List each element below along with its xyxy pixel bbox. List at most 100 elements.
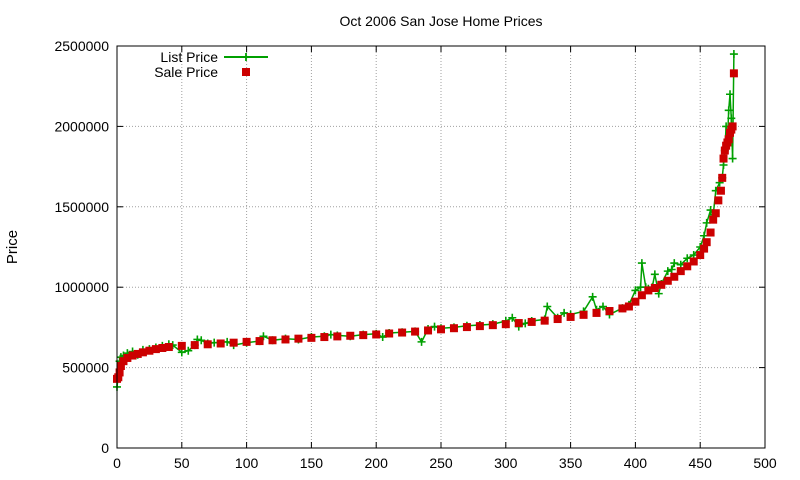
list-price-point bbox=[724, 106, 733, 115]
sale-price-point bbox=[724, 135, 733, 144]
sale-price-point bbox=[488, 321, 497, 330]
sale-price-point bbox=[116, 361, 125, 370]
sale-price-point bbox=[164, 343, 173, 352]
sale-price-point bbox=[424, 326, 433, 335]
y-tick-label: 500000 bbox=[62, 360, 109, 376]
list-price-point bbox=[508, 313, 517, 322]
sale-price-point bbox=[501, 320, 510, 329]
sale-price-point bbox=[398, 328, 407, 337]
sale-price-point bbox=[670, 272, 679, 281]
sale-price-point bbox=[706, 228, 715, 237]
sale-price-point bbox=[133, 349, 142, 358]
axis-ticks: 0 50 100 150 200 250 300 350 400 450 500 0 500000 100… bbox=[54, 38, 776, 471]
sale-price-point bbox=[720, 146, 729, 155]
list-price-point bbox=[650, 270, 659, 279]
sale-price-point bbox=[123, 353, 132, 362]
sale-price-point bbox=[346, 331, 355, 340]
list-price-line bbox=[116, 53, 735, 387]
list-price-point bbox=[637, 259, 646, 268]
sale-price-point bbox=[229, 338, 238, 347]
x-tick-label: 0 bbox=[113, 455, 121, 471]
sale-price-point bbox=[553, 315, 562, 324]
sale-price-point bbox=[592, 308, 601, 317]
sale-price-point bbox=[683, 262, 692, 271]
sale-price-point bbox=[115, 368, 124, 377]
list-price-point bbox=[726, 90, 735, 99]
list-price-point bbox=[727, 114, 736, 123]
sale-price-point bbox=[138, 348, 147, 357]
x-tick-label: 450 bbox=[689, 455, 713, 471]
sale-price-point bbox=[462, 323, 471, 332]
list-price-point bbox=[670, 259, 679, 268]
plot-frame bbox=[116, 45, 766, 449]
sale-price-point bbox=[385, 329, 394, 338]
sale-price-point bbox=[637, 291, 646, 300]
sale-price-point bbox=[711, 209, 720, 218]
x-tick-label: 100 bbox=[235, 455, 259, 471]
y-axis-label: Price bbox=[4, 230, 21, 264]
sale-price-point bbox=[676, 267, 685, 276]
sale-price-point bbox=[618, 304, 627, 313]
legend: List Price Sale Price bbox=[154, 49, 268, 80]
y-tick-label: 0 bbox=[101, 440, 109, 456]
list-price-point bbox=[197, 336, 206, 345]
list-price-point bbox=[631, 286, 640, 295]
sale-price-point bbox=[203, 340, 212, 349]
sale-price-point bbox=[631, 297, 640, 306]
sale-price-point bbox=[320, 333, 329, 342]
sale-price-point bbox=[719, 154, 728, 163]
list-price-point bbox=[560, 308, 569, 317]
sale-price-point bbox=[145, 346, 154, 355]
list-price-point bbox=[599, 302, 607, 311]
sale-price-point bbox=[729, 69, 738, 78]
legend-marker-sale-price bbox=[242, 68, 250, 76]
list-price-point bbox=[588, 292, 597, 301]
sale-price-point bbox=[696, 251, 705, 260]
sale-price-point bbox=[709, 215, 718, 224]
sale-price-point bbox=[644, 286, 653, 295]
legend-label-sale-price: Sale Price bbox=[154, 64, 218, 80]
sale-price-point bbox=[624, 302, 633, 311]
x-tick-label: 500 bbox=[753, 455, 777, 471]
sale-price-point bbox=[475, 322, 484, 331]
series-sale-price bbox=[113, 69, 738, 383]
list-price-point bbox=[543, 302, 552, 311]
sale-price-point bbox=[281, 335, 290, 344]
list-price-point bbox=[417, 337, 426, 346]
sale-price-point bbox=[151, 345, 160, 354]
sale-price-point bbox=[158, 343, 167, 352]
sale-price-point bbox=[700, 244, 709, 253]
sale-price-point bbox=[359, 331, 368, 340]
sale-price-point bbox=[114, 373, 123, 382]
sale-price-point bbox=[663, 276, 672, 285]
sale-price-point bbox=[702, 238, 711, 247]
sale-price-point bbox=[437, 325, 445, 334]
list-price-point bbox=[728, 154, 737, 163]
sale-price-point bbox=[449, 324, 458, 333]
sale-price-point bbox=[650, 284, 659, 293]
sale-price-point bbox=[716, 186, 725, 195]
sale-price-point bbox=[566, 312, 575, 321]
list-price-point bbox=[184, 346, 193, 355]
list-price-point bbox=[729, 50, 738, 59]
sale-price-point bbox=[372, 330, 381, 339]
x-tick-label: 200 bbox=[365, 455, 389, 471]
sale-price-point bbox=[714, 196, 723, 205]
legend-label-list-price: List Price bbox=[160, 49, 218, 65]
chart-title: Oct 2006 San Jose Home Prices bbox=[339, 13, 542, 29]
list-price-point bbox=[667, 265, 676, 274]
y-tick-label: 1000000 bbox=[54, 279, 109, 295]
sale-price-point bbox=[255, 337, 264, 346]
sale-price-point bbox=[718, 173, 727, 182]
sale-price-point bbox=[540, 316, 549, 325]
sale-price-point bbox=[190, 341, 199, 350]
sale-price-point bbox=[333, 332, 342, 341]
y-tick-label: 2500000 bbox=[54, 38, 109, 54]
sale-price-point bbox=[527, 317, 536, 326]
sale-price-point bbox=[307, 333, 316, 342]
x-tick-label: 400 bbox=[624, 455, 648, 471]
sale-price-point bbox=[728, 122, 737, 131]
x-tick-label: 350 bbox=[559, 455, 583, 471]
list-price-point bbox=[663, 267, 672, 276]
